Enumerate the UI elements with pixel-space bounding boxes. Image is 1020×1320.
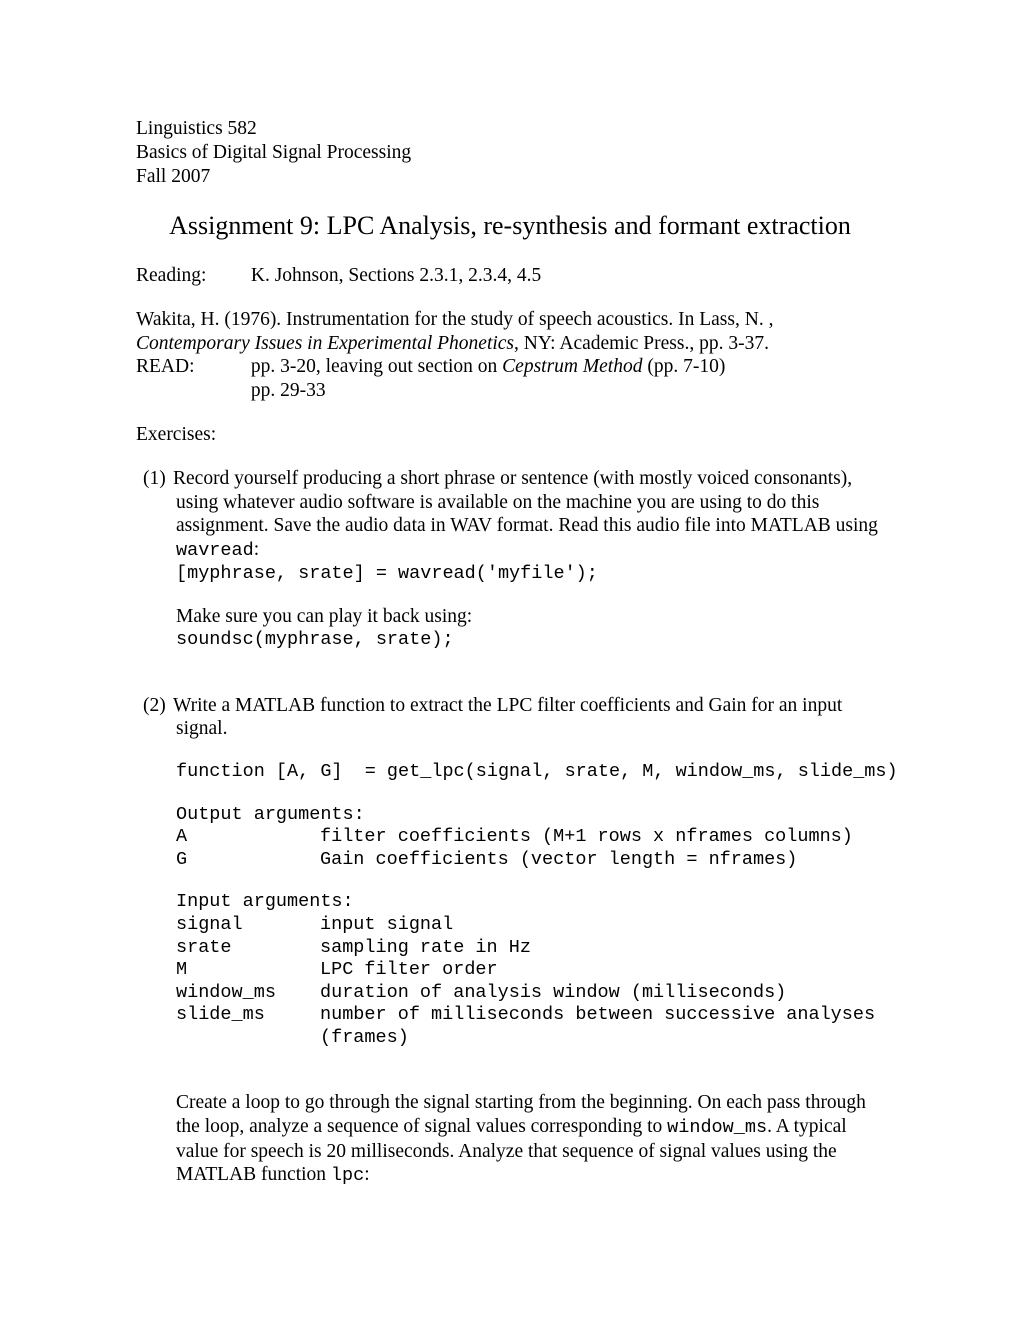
arg-val: Gain coefficients (vector length = nfram… bbox=[320, 849, 884, 872]
arg-row: sratesampling rate in Hz bbox=[176, 937, 884, 960]
read-italic: Cepstrum Method bbox=[502, 356, 642, 377]
read-body: pp. 3-20, leaving out section on Cepstru… bbox=[251, 355, 725, 403]
code-lpc: lpc bbox=[331, 1165, 364, 1186]
citation-text-2: , NY: Academic Press., pp. 3-37. bbox=[514, 333, 769, 354]
arg-val: sampling rate in Hz bbox=[320, 937, 884, 960]
exercise-1-p1a: Record yourself producing a short phrase… bbox=[173, 468, 878, 537]
arg-val: number of milliseconds between successiv… bbox=[320, 1004, 884, 1049]
page-title: Assignment 9: LPC Analysis, re-synthesis… bbox=[136, 210, 884, 242]
exercises-label: Exercises: bbox=[136, 423, 884, 447]
exercise-1-p1b: : bbox=[254, 539, 259, 560]
exercise-2-num: (2) bbox=[143, 694, 173, 718]
reading-text: K. Johnson, Sections 2.3.1, 2.3.4, 4.5 bbox=[251, 265, 541, 286]
course-term: Fall 2007 bbox=[136, 165, 884, 189]
arg-row: Afilter coefficients (M+1 rows x nframes… bbox=[176, 826, 884, 849]
citation-line: Wakita, H. (1976). Instrumentation for t… bbox=[136, 308, 884, 356]
code-block-1: [myphrase, srate] = wavread('myfile'); bbox=[176, 563, 884, 586]
arg-row: signalinput signal bbox=[176, 914, 884, 937]
read-label: READ: bbox=[136, 355, 246, 379]
course-header: Linguistics 582 Basics of Digital Signal… bbox=[136, 117, 884, 188]
course-code: Linguistics 582 bbox=[136, 117, 884, 141]
arg-row: slide_msnumber of milliseconds between s… bbox=[176, 1004, 884, 1049]
exercise-1-p2: Make sure you can play it back using: bbox=[176, 605, 884, 629]
arg-key: window_ms bbox=[176, 982, 320, 1005]
course-name: Basics of Digital Signal Processing bbox=[136, 141, 884, 165]
output-args-header: Output arguments: bbox=[176, 804, 884, 827]
reading-row: Reading: K. Johnson, Sections 2.3.1, 2.3… bbox=[136, 264, 884, 288]
citation-text-1: Wakita, H. (1976). Instrumentation for t… bbox=[136, 309, 773, 330]
arg-row: MLPC filter order bbox=[176, 959, 884, 982]
output-args-table: Afilter coefficients (M+1 rows x nframes… bbox=[176, 826, 884, 871]
exercise-2: (2)Write a MATLAB function to extract th… bbox=[136, 694, 884, 1188]
code-function-sig: function [A, G] = get_lpc(signal, srate,… bbox=[176, 761, 884, 784]
citation-block: Wakita, H. (1976). Instrumentation for t… bbox=[136, 308, 884, 403]
arg-key: M bbox=[176, 959, 320, 982]
input-args-table: signalinput signalsratesampling rate in … bbox=[176, 914, 884, 1049]
citation-italic: Contemporary Issues in Experimental Phon… bbox=[136, 333, 514, 354]
read-text-1a: pp. 3-20, leaving out section on bbox=[251, 356, 502, 377]
exercise-1-p1: Record yourself producing a short phrase… bbox=[173, 468, 878, 560]
exercise-1: (1)Record yourself producing a short phr… bbox=[136, 467, 884, 652]
code-block-2: soundsc(myphrase, srate); bbox=[176, 629, 884, 652]
read-text-2: pp. 29-33 bbox=[251, 380, 326, 401]
code-window-ms: window_ms bbox=[667, 1117, 767, 1138]
arg-val: duration of analysis window (millisecond… bbox=[320, 982, 884, 1005]
arg-val: input signal bbox=[320, 914, 884, 937]
exercise-2-p2: Create a loop to go through the signal s… bbox=[176, 1091, 884, 1188]
exercise-1-num: (1) bbox=[143, 467, 173, 491]
exercise-2-p1: Write a MATLAB function to extract the L… bbox=[173, 695, 842, 740]
arg-row: window_msduration of analysis window (mi… bbox=[176, 982, 884, 1005]
arg-key: A bbox=[176, 826, 320, 849]
read-row: READ: pp. 3-20, leaving out section on C… bbox=[136, 355, 884, 403]
arg-val: LPC filter order bbox=[320, 959, 884, 982]
arg-key: signal bbox=[176, 914, 320, 937]
read-text-1b: (pp. 7-10) bbox=[642, 356, 725, 377]
arg-row: GGain coefficients (vector length = nfra… bbox=[176, 849, 884, 872]
arg-key: slide_ms bbox=[176, 1004, 320, 1049]
arg-key: G bbox=[176, 849, 320, 872]
code-wavread: wavread bbox=[176, 540, 254, 561]
reading-label: Reading: bbox=[136, 264, 246, 288]
exercise-2-p2c: : bbox=[364, 1164, 369, 1185]
arg-key: srate bbox=[176, 937, 320, 960]
input-args-header: Input arguments: bbox=[176, 891, 884, 914]
arg-val: filter coefficients (M+1 rows x nframes … bbox=[320, 826, 884, 849]
